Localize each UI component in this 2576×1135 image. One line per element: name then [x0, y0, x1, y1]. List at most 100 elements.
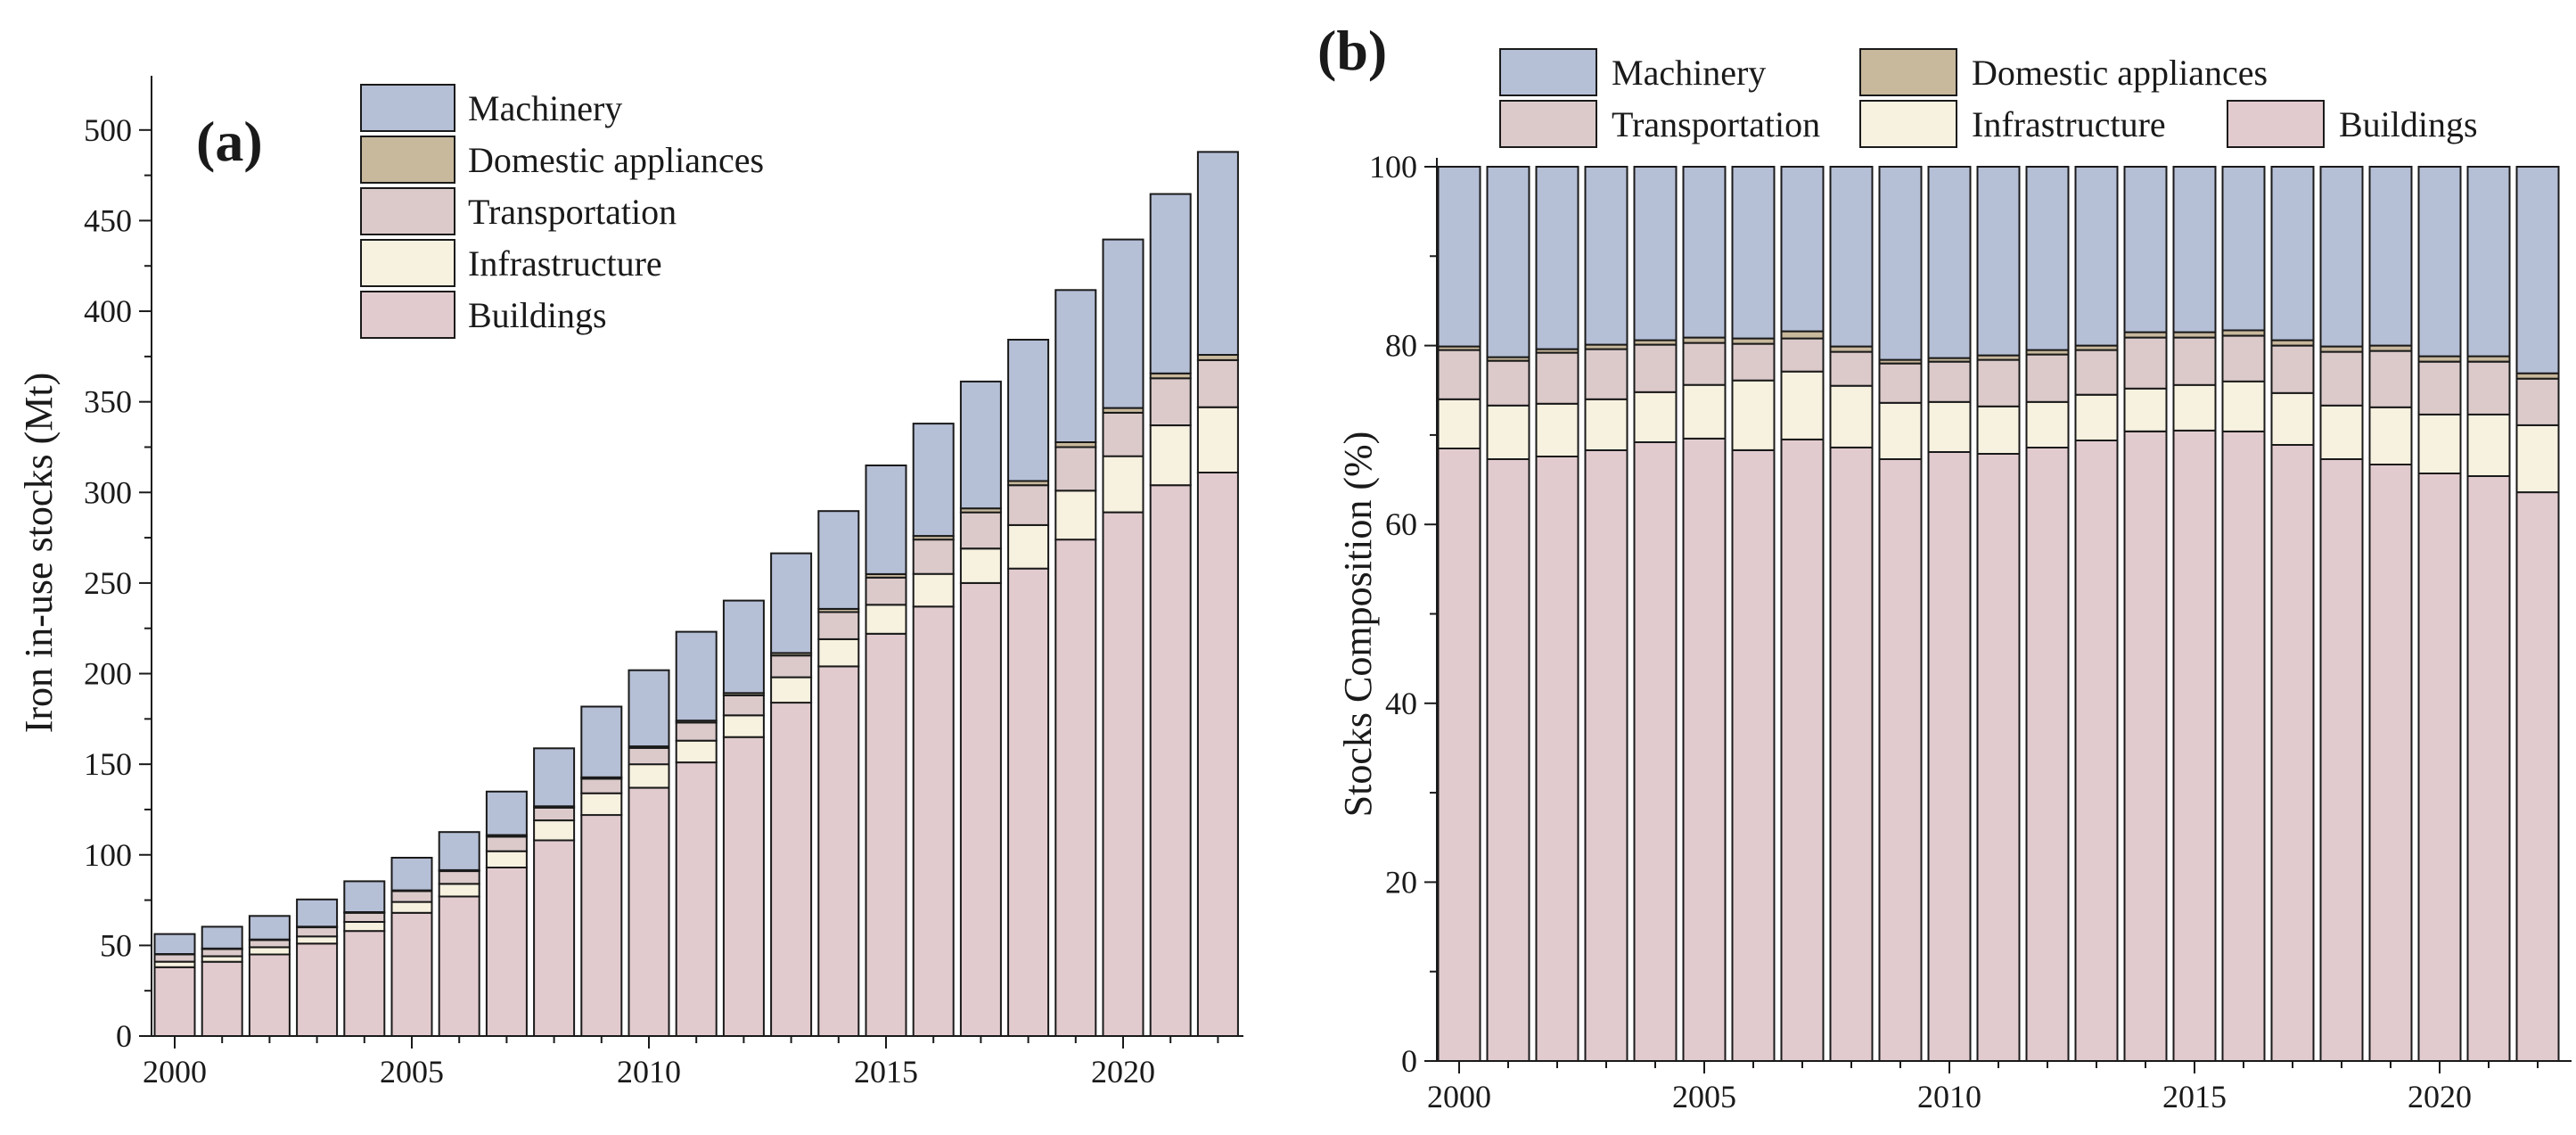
bar-b-machinery-2000: [1437, 166, 1481, 348]
y-tick-label-b-60: 60: [1385, 506, 1417, 542]
bar-a-transportation-2001: [201, 948, 243, 958]
panel-label-a: (a): [196, 110, 263, 173]
bar-a-machinery-2002: [248, 915, 291, 941]
bar-b-buildings-2011: [1976, 453, 2021, 1062]
y-tick-label-a-350: 350: [84, 384, 132, 420]
legend-swatch-a-transportation: [360, 187, 455, 235]
bar-b-transportation-2015: [2172, 336, 2217, 386]
bar-b-machinery-2013: [2074, 166, 2119, 347]
bar-b-transportation-2018: [2319, 350, 2364, 407]
bar-b-machinery-2003: [1584, 166, 1628, 346]
y-tick-label-a-100: 100: [84, 837, 132, 873]
bar-a-machinery-2012: [722, 599, 765, 695]
bar-a-machinery-2018: [1007, 339, 1050, 482]
x-tick-label-a-2010: 2010: [617, 1054, 681, 1090]
bar-a-infrastructure-2005: [390, 901, 433, 914]
legend-label-a-domestic-appliances: Domestic appliances: [468, 140, 764, 180]
bar-b-buildings-2000: [1437, 447, 1481, 1062]
bar-b-infrastructure-2000: [1437, 398, 1481, 449]
bar-a-buildings-2013: [770, 702, 813, 1037]
bar-b-machinery-2017: [2270, 166, 2315, 341]
bar-b-buildings-2003: [1584, 449, 1628, 1062]
bar-a-buildings-2005: [390, 911, 433, 1037]
bar-b-buildings-2008: [1829, 446, 1874, 1062]
bar-a-buildings-2019: [1054, 539, 1097, 1037]
bar-b-transportation-2004: [1633, 343, 1678, 393]
bar-b-machinery-2018: [2319, 166, 2364, 348]
axes-a: 0 50 100 150 200 250 300 350 400 450 500 2000 2005 20…: [84, 76, 1243, 1090]
bar-b-infrastructure-2014: [2123, 387, 2168, 432]
legend-label-b-machinery: Machinery: [1612, 53, 1766, 93]
bar-a-transportation-2010: [628, 746, 670, 766]
legend-swatch-b-machinery: [1499, 48, 1597, 96]
bars-b: [1437, 166, 2560, 1062]
legend-b: Machinery Domestic appliances Transportati…: [1499, 48, 2478, 148]
bar-a-infrastructure-2004: [343, 921, 386, 933]
bar-b-transportation-2011: [1976, 358, 2021, 407]
x-tick-label-b-2000: 2000: [1427, 1079, 1491, 1114]
bar-a-buildings-2014: [817, 665, 860, 1038]
bar-b-transportation-2019: [2368, 350, 2413, 408]
bar-a-transportation-2007: [485, 835, 528, 852]
legend-label-a-infrastructure: Infrastructure: [468, 243, 662, 284]
y-tick-label-b-0: 0: [1401, 1043, 1417, 1079]
bar-b-buildings-2006: [1731, 449, 1776, 1062]
bar-a-machinery-2013: [770, 552, 813, 654]
bar-b-buildings-2010: [1927, 451, 1972, 1062]
bar-a-infrastructure-2010: [628, 763, 670, 789]
bar-a-transportation-2003: [296, 926, 339, 938]
chart-b: (b) Stocks Composition (%) Machinery Dome…: [1317, 19, 2572, 1114]
bar-b-infrastructure-2001: [1486, 404, 1530, 460]
bar-b-infrastructure-2021: [2466, 413, 2511, 477]
bar-a-buildings-2018: [1007, 567, 1050, 1037]
legend-label-b-infrastructure: Infrastructure: [1972, 104, 2166, 144]
bar-b-infrastructure-2008: [1829, 384, 1874, 448]
bar-a-infrastructure-2022: [1196, 406, 1239, 473]
bar-b-infrastructure-2010: [1927, 400, 1972, 453]
bar-a-infrastructure-2009: [580, 792, 623, 817]
bar-b-machinery-2022: [2515, 166, 2560, 374]
bar-b-buildings-2009: [1878, 458, 1923, 1062]
bar-a-transportation-2009: [580, 777, 623, 794]
bar-a-buildings-2017: [959, 581, 1002, 1038]
bar-a-machinery-2016: [912, 423, 955, 538]
bar-a-buildings-2008: [533, 839, 576, 1037]
bar-a-infrastructure-2017: [959, 547, 1002, 584]
x-tick-label-a-2020: 2020: [1091, 1054, 1155, 1090]
bar-b-infrastructure-2013: [2074, 393, 2119, 441]
bar-a-infrastructure-2013: [770, 676, 813, 704]
bar-b-infrastructure-2004: [1633, 391, 1678, 443]
bar-b-transportation-2003: [1584, 348, 1628, 400]
x-tick-label-b-2020: 2020: [2408, 1079, 2472, 1114]
bar-a-transportation-2016: [912, 539, 955, 575]
bar-a-buildings-2001: [201, 960, 243, 1037]
bar-a-infrastructure-2019: [1054, 489, 1097, 541]
bar-b-machinery-2008: [1829, 166, 1874, 348]
bar-a-transportation-2006: [438, 870, 480, 885]
bar-a-buildings-2015: [865, 632, 907, 1037]
y-tick-label-b-80: 80: [1385, 328, 1417, 364]
bar-a-transportation-2018: [1007, 484, 1050, 526]
bar-b-infrastructure-2012: [2025, 400, 2070, 448]
bar-b-buildings-2002: [1535, 456, 1579, 1062]
x-tick-label-a-2000: 2000: [143, 1054, 207, 1090]
bar-b-machinery-2005: [1682, 166, 1727, 339]
bar-a-transportation-2021: [1149, 377, 1192, 427]
bar-b-machinery-2012: [2025, 166, 2070, 351]
bar-b-infrastructure-2002: [1535, 402, 1579, 457]
bar-b-machinery-2015: [2172, 166, 2217, 333]
bar-b-machinery-2021: [2466, 166, 2511, 358]
bar-a-infrastructure-2000: [153, 960, 196, 968]
bar-a-machinery-2022: [1196, 151, 1239, 356]
bar-b-transportation-2009: [1878, 362, 1923, 404]
bar-b-transportation-2001: [1486, 359, 1530, 407]
bar-a-infrastructure-2002: [248, 946, 291, 956]
bar-a-infrastructure-2001: [201, 955, 243, 963]
bar-b-transportation-2007: [1780, 337, 1825, 373]
bar-b-infrastructure-2006: [1731, 379, 1776, 451]
bar-a-transportation-2015: [865, 576, 907, 606]
bar-a-machinery-2011: [675, 630, 718, 722]
bar-b-machinery-2019: [2368, 166, 2413, 347]
legend-swatch-b-domestic-appliances: [1859, 48, 1957, 96]
